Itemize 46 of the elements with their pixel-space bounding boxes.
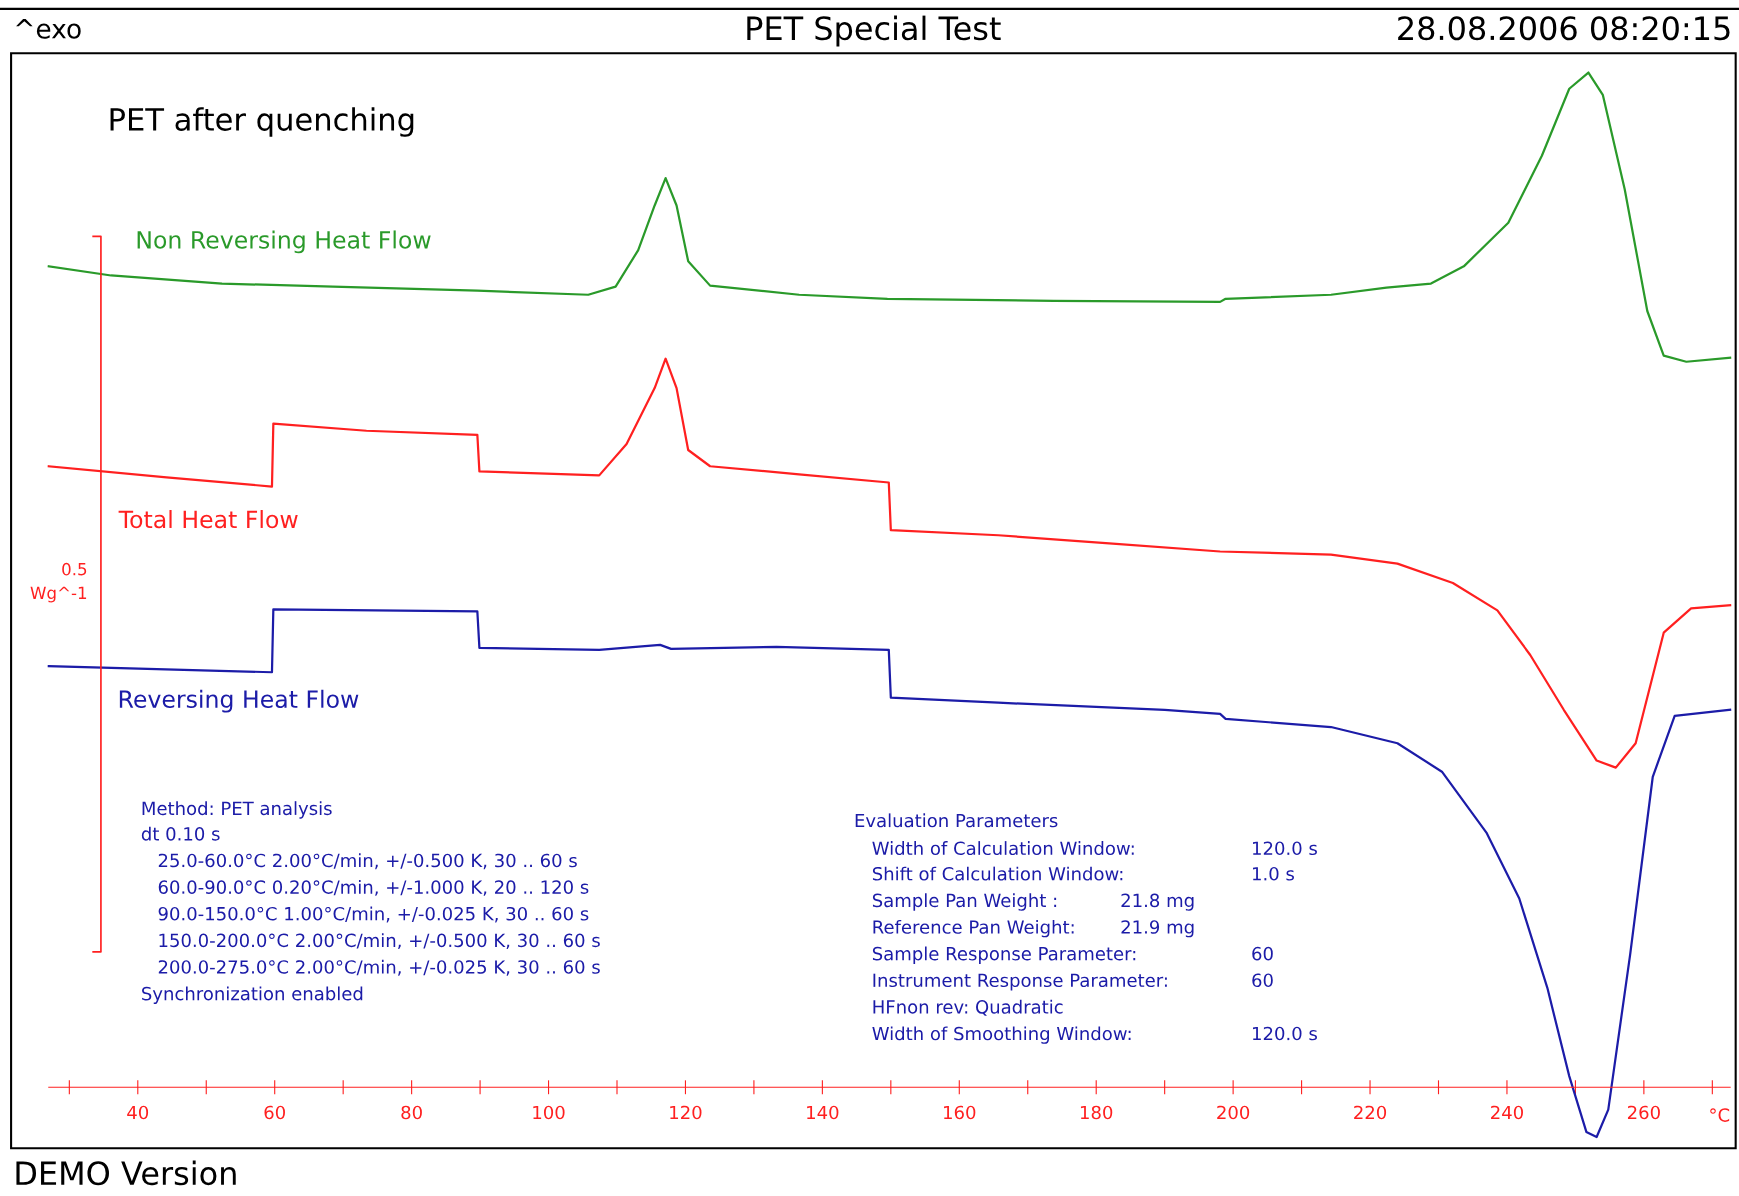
x-tick-label: 140 — [807, 1105, 839, 1120]
annotation: 120.0 s — [1253, 1026, 1317, 1041]
annotation: Shift of Calculation Window: — [872, 866, 1123, 881]
annotation: 120.0 s — [1253, 841, 1317, 856]
annotation: 90.0-150.0°C 1.00°C/min, +/-0.025 K, 30 .. 60 s — [158, 906, 589, 923]
text: PET after quenching — [110, 107, 414, 137]
annotation: dt 0.10 s — [141, 826, 220, 841]
annotation: Method: PET analysis — [142, 801, 332, 819]
x-tick-label: 80 — [401, 1105, 422, 1120]
text: DEMO Version — [16, 1160, 236, 1186]
annotation: 200.0-275.0°C 2.00°C/min, +/-0.025 K, 30 .. 60 s — [158, 959, 600, 976]
x-axis-title: °C — [1710, 1108, 1730, 1122]
annotation: Instrument Response Parameter: — [873, 973, 1167, 991]
x-tick-label: 120 — [670, 1105, 702, 1120]
text: 28.08.2006 08:20:15 — [1398, 16, 1730, 41]
annotation: 60.0-90.0°C 0.20°C/min, +/-1.000 K, 20 .. 120 s — [158, 879, 589, 896]
series-label: Reversing Heat Flow — [119, 689, 359, 713]
annotation: Sample Response Parameter: — [872, 946, 1136, 964]
annotation: Synchronization enabled — [142, 986, 363, 1004]
annotation: 60 — [1252, 946, 1273, 961]
text: ^exo — [16, 19, 81, 39]
x-tick-label: 100 — [533, 1105, 565, 1120]
x-tick-label: 160 — [944, 1105, 976, 1120]
x-tick-label: 240 — [1491, 1105, 1523, 1120]
series-label: Total Heat Flow — [118, 510, 298, 529]
annotation: HFnon rev: Quadratic — [873, 999, 1063, 1016]
annotation: Evaluation Parameters — [855, 813, 1058, 828]
x-tick-label: 40 — [127, 1105, 149, 1120]
x-tick-label: 200 — [1217, 1105, 1250, 1120]
annotation: 21.8 mg — [1121, 893, 1194, 911]
x-tick-label: 60 — [264, 1105, 285, 1120]
x-tick-label: 220 — [1354, 1105, 1387, 1120]
annotation: 0.5 Wg^-1 — [30, 562, 87, 603]
annotation: Width of Calculation Window: — [872, 841, 1134, 856]
series-label: Non Reversing Heat Flow — [137, 230, 431, 254]
x-tick-label: 260 — [1627, 1105, 1660, 1120]
x-tick-label: 180 — [1080, 1105, 1113, 1120]
annotation: 150.0-200.0°C 2.00°C/min, +/-0.500 K, 30 .. 60 s — [159, 933, 600, 950]
annotation: Sample Pan Weight : — [872, 893, 1057, 911]
annotation: 25.0-60.0°C 2.00°C/min, +/-0.500 K, 30 .. 60 s — [158, 853, 577, 870]
annotation: 1.0 s — [1253, 866, 1294, 881]
annotation: 21.9 mg — [1121, 920, 1194, 938]
annotation: Reference Pan Weight: — [873, 919, 1074, 938]
annotation: Width of Smoothing Window: — [872, 1026, 1131, 1044]
chart-title: PET Special Test — [747, 15, 1001, 47]
annotation: 60 — [1252, 973, 1273, 988]
